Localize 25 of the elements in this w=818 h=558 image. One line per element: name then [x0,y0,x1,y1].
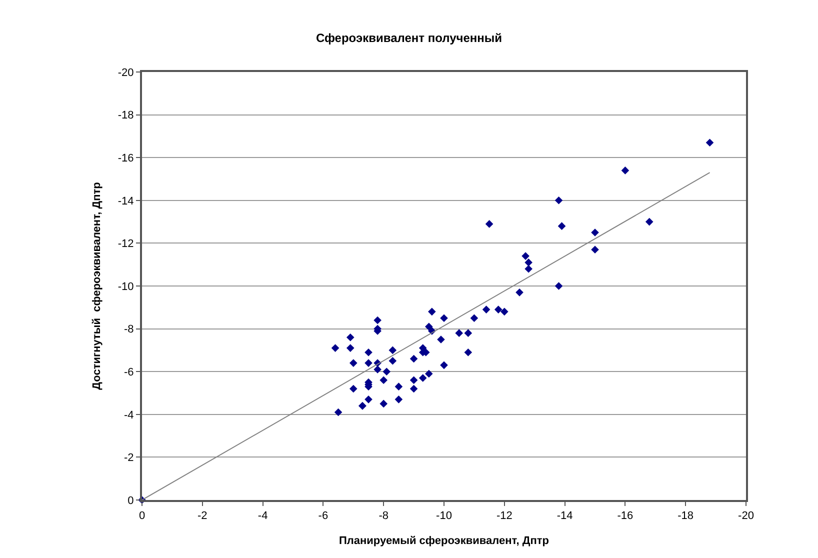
x-tick-label: -20 [738,510,754,522]
x-tick-label: -4 [258,510,268,522]
y-tick-label: -14 [118,195,134,208]
y-tick-label: 0 [128,494,134,507]
x-tick-label: -2 [198,510,208,522]
y-tick-label: -8 [124,324,134,336]
x-tick-label: -18 [678,510,694,522]
x-tick-label: -6 [318,510,328,522]
y-tick-label: -10 [118,280,134,293]
y-tick-label: -2 [124,452,134,464]
x-tick-label: -8 [378,510,388,522]
y-tick-label: -12 [118,238,134,250]
y-axis-title: Достигнутый сфероэквивалент, Дптр [91,182,104,390]
y-tick-label: -6 [124,366,134,378]
x-tick-label: 0 [138,510,146,522]
x-tick-label: -12 [496,510,512,522]
x-tick-label: -16 [617,510,634,522]
x-axis-title: Планируемый сфероэквивалент, Дптр [339,534,550,547]
y-tick-label: -16 [118,152,134,164]
chart-title: Сфероэквивалент полученный [316,30,502,45]
y-tick-label: -20 [118,66,134,79]
x-tick-label: -14 [556,510,573,522]
y-tick-label: -4 [124,409,134,422]
y-tick-label: -18 [118,110,134,122]
x-tick-label: -10 [436,510,452,522]
